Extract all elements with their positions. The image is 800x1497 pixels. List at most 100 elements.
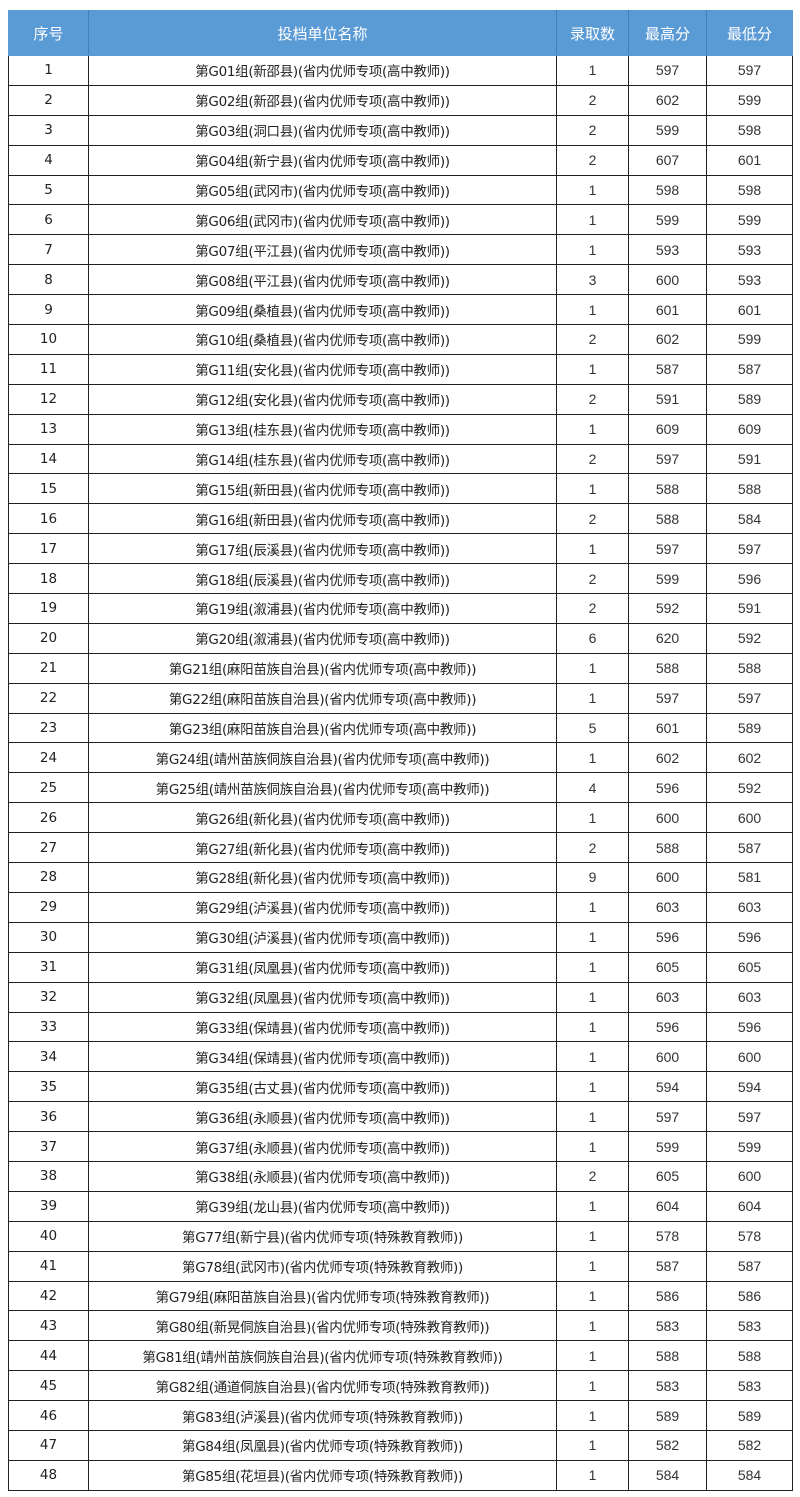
cell-seq: 45 bbox=[8, 1370, 89, 1402]
cell-seq: 47 bbox=[8, 1429, 89, 1461]
header-min-score: 最低分 bbox=[706, 10, 793, 56]
table-row: 15 第G15组(新田县)(省内优师专项(高中教师)) 1 588 588 bbox=[8, 473, 793, 505]
table-row: 32 第G32组(凤凰县)(省内优师专项(高中教师)) 1 603 603 bbox=[8, 981, 793, 1013]
cell-seq: 27 bbox=[8, 832, 89, 864]
cell-admitted: 1 bbox=[556, 1370, 629, 1402]
cell-unit-name: 第G12组(安化县)(省内优师专项(高中教师)) bbox=[88, 383, 557, 415]
cell-min-score: 600 bbox=[706, 802, 793, 834]
table-row: 34 第G34组(保靖县)(省内优师专项(高中教师)) 1 600 600 bbox=[8, 1041, 793, 1073]
cell-unit-name: 第G18组(辰溪县)(省内优师专项(高中教师)) bbox=[88, 563, 557, 595]
cell-seq: 21 bbox=[8, 652, 89, 684]
cell-unit-name: 第G85组(花垣县)(省内优师专项(特殊教育教师)) bbox=[88, 1459, 557, 1491]
cell-seq: 12 bbox=[8, 383, 89, 415]
cell-unit-name: 第G24组(靖州苗族侗族自治县)(省内优师专项(高中教师)) bbox=[88, 742, 557, 774]
cell-admitted: 2 bbox=[556, 443, 629, 475]
table-header-row: 序号 投档单位名称 录取数 最高分 最低分 bbox=[8, 10, 793, 56]
cell-unit-name: 第G35组(古丈县)(省内优师专项(高中教师)) bbox=[88, 1071, 557, 1103]
cell-min-score: 589 bbox=[706, 383, 793, 415]
table-row: 42 第G79组(麻阳苗族自治县)(省内优师专项(特殊教育教师)) 1 586 586 bbox=[8, 1280, 793, 1312]
cell-max-score: 599 bbox=[628, 204, 707, 236]
cell-unit-name: 第G39组(龙山县)(省内优师专项(高中教师)) bbox=[88, 1190, 557, 1222]
cell-unit-name: 第G03组(洞口县)(省内优师专项(高中教师)) bbox=[88, 114, 557, 146]
cell-seq: 41 bbox=[8, 1250, 89, 1282]
cell-max-score: 599 bbox=[628, 114, 707, 146]
cell-max-score: 605 bbox=[628, 1160, 707, 1192]
cell-unit-name: 第G21组(麻阳苗族自治县)(省内优师专项(高中教师)) bbox=[88, 652, 557, 684]
cell-min-score: 582 bbox=[706, 1429, 793, 1461]
cell-max-score: 604 bbox=[628, 1190, 707, 1222]
cell-unit-name: 第G27组(新化县)(省内优师专项(高中教师)) bbox=[88, 832, 557, 864]
cell-max-score: 587 bbox=[628, 353, 707, 385]
cell-seq: 33 bbox=[8, 1011, 89, 1043]
cell-admitted: 1 bbox=[556, 1250, 629, 1282]
cell-unit-name: 第G34组(保靖县)(省内优师专项(高中教师)) bbox=[88, 1041, 557, 1073]
header-max-score: 最高分 bbox=[628, 10, 707, 56]
table-row: 33 第G33组(保靖县)(省内优师专项(高中教师)) 1 596 596 bbox=[8, 1011, 793, 1043]
table-row: 14 第G14组(桂东县)(省内优师专项(高中教师)) 2 597 591 bbox=[8, 443, 793, 475]
cell-min-score: 599 bbox=[706, 84, 793, 116]
cell-max-score: 599 bbox=[628, 563, 707, 595]
cell-seq: 43 bbox=[8, 1310, 89, 1342]
cell-max-score: 597 bbox=[628, 55, 707, 86]
cell-seq: 10 bbox=[8, 324, 89, 355]
cell-unit-name: 第G02组(新邵县)(省内优师专项(高中教师)) bbox=[88, 84, 557, 116]
table-row: 31 第G31组(凤凰县)(省内优师专项(高中教师)) 1 605 605 bbox=[8, 951, 793, 983]
table-row: 21 第G21组(麻阳苗族自治县)(省内优师专项(高中教师)) 1 588 588 bbox=[8, 652, 793, 684]
cell-admitted: 2 bbox=[556, 563, 629, 595]
cell-max-score: 594 bbox=[628, 1071, 707, 1103]
cell-seq: 9 bbox=[8, 294, 89, 326]
cell-min-score: 601 bbox=[706, 294, 793, 326]
table-row: 1 第G01组(新邵县)(省内优师专项(高中教师)) 1 597 597 bbox=[8, 55, 793, 86]
cell-max-score: 601 bbox=[628, 294, 707, 326]
cell-admitted: 2 bbox=[556, 324, 629, 355]
cell-min-score: 591 bbox=[706, 443, 793, 475]
cell-admitted: 1 bbox=[556, 652, 629, 684]
table-row: 19 第G19组(溆浦县)(省内优师专项(高中教师)) 2 592 591 bbox=[8, 593, 793, 624]
cell-admitted: 2 bbox=[556, 383, 629, 415]
cell-admitted: 1 bbox=[556, 55, 629, 86]
cell-admitted: 1 bbox=[556, 174, 629, 206]
cell-admitted: 1 bbox=[556, 682, 629, 714]
cell-admitted: 1 bbox=[556, 921, 629, 953]
cell-max-score: 588 bbox=[628, 503, 707, 535]
cell-min-score: 597 bbox=[706, 55, 793, 86]
table-row: 25 第G25组(靖州苗族侗族自治县)(省内优师专项(高中教师)) 4 596 592 bbox=[8, 772, 793, 804]
cell-unit-name: 第G19组(溆浦县)(省内优师专项(高中教师)) bbox=[88, 593, 557, 624]
cell-seq: 11 bbox=[8, 353, 89, 385]
cell-max-score: 602 bbox=[628, 742, 707, 774]
cell-max-score: 597 bbox=[628, 443, 707, 475]
cell-max-score: 600 bbox=[628, 862, 707, 893]
cell-min-score: 604 bbox=[706, 1190, 793, 1222]
cell-min-score: 593 bbox=[706, 264, 793, 296]
table-row: 12 第G12组(安化县)(省内优师专项(高中教师)) 2 591 589 bbox=[8, 383, 793, 415]
table-row: 45 第G82组(通道侗族自治县)(省内优师专项(特殊教育教师)) 1 583 583 bbox=[8, 1370, 793, 1402]
cell-max-score: 602 bbox=[628, 84, 707, 116]
table-row: 26 第G26组(新化县)(省内优师专项(高中教师)) 1 600 600 bbox=[8, 802, 793, 834]
cell-max-score: 591 bbox=[628, 383, 707, 415]
header-seq: 序号 bbox=[8, 10, 89, 56]
cell-admitted: 1 bbox=[556, 742, 629, 774]
cell-min-score: 601 bbox=[706, 144, 793, 176]
table-row: 24 第G24组(靖州苗族侗族自治县)(省内优师专项(高中教师)) 1 602 602 bbox=[8, 742, 793, 774]
cell-max-score: 596 bbox=[628, 772, 707, 804]
cell-unit-name: 第G13组(桂东县)(省内优师专项(高中教师)) bbox=[88, 413, 557, 445]
cell-min-score: 594 bbox=[706, 1071, 793, 1103]
cell-unit-name: 第G78组(武冈市)(省内优师专项(特殊教育教师)) bbox=[88, 1250, 557, 1282]
table-row: 36 第G36组(永顺县)(省内优师专项(高中教师)) 1 597 597 bbox=[8, 1101, 793, 1133]
cell-admitted: 2 bbox=[556, 1160, 629, 1192]
cell-unit-name: 第G37组(永顺县)(省内优师专项(高中教师)) bbox=[88, 1131, 557, 1162]
cell-max-score: 597 bbox=[628, 682, 707, 714]
cell-min-score: 593 bbox=[706, 234, 793, 266]
cell-min-score: 588 bbox=[706, 473, 793, 505]
cell-admitted: 3 bbox=[556, 264, 629, 296]
table-row: 40 第G77组(新宁县)(省内优师专项(特殊教育教师)) 1 578 578 bbox=[8, 1220, 793, 1252]
cell-seq: 4 bbox=[8, 144, 89, 176]
table-row: 3 第G03组(洞口县)(省内优师专项(高中教师)) 2 599 598 bbox=[8, 114, 793, 146]
cell-max-score: 600 bbox=[628, 802, 707, 834]
cell-admitted: 1 bbox=[556, 1131, 629, 1162]
cell-max-score: 586 bbox=[628, 1280, 707, 1312]
cell-admitted: 1 bbox=[556, 204, 629, 236]
cell-max-score: 609 bbox=[628, 413, 707, 445]
cell-min-score: 599 bbox=[706, 324, 793, 355]
table-row: 2 第G02组(新邵县)(省内优师专项(高中教师)) 2 602 599 bbox=[8, 84, 793, 116]
